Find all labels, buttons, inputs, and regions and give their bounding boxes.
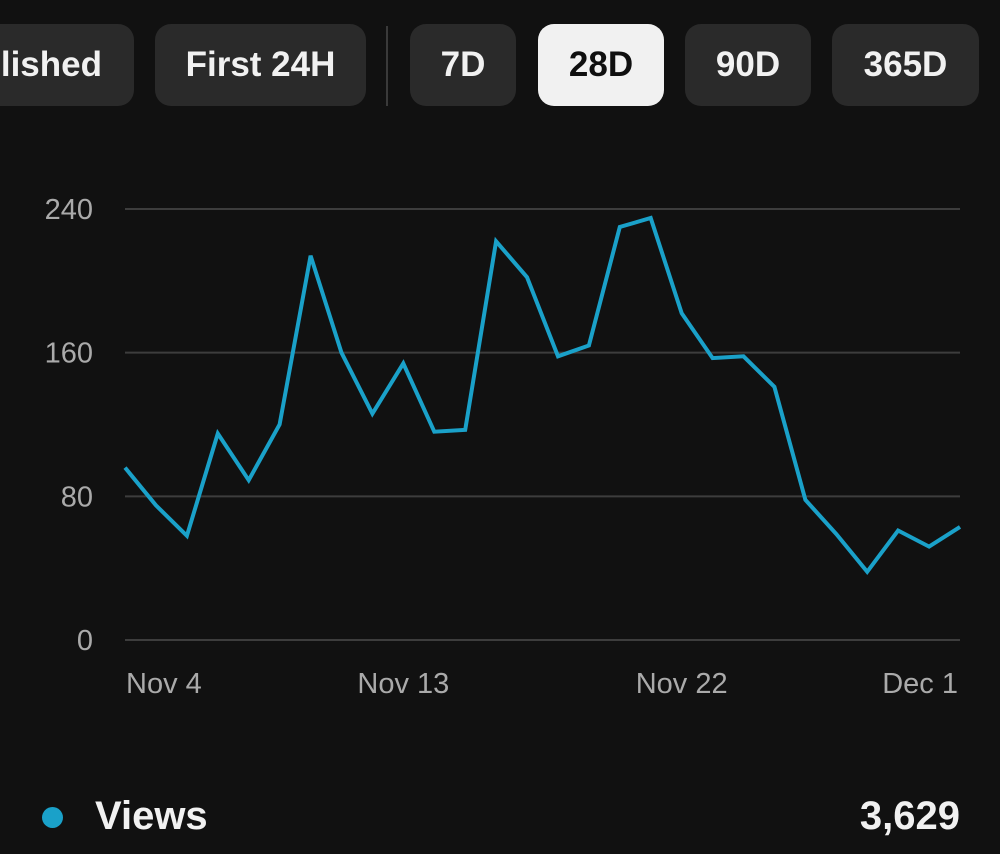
data-point[interactable] bbox=[676, 307, 688, 319]
data-point[interactable] bbox=[150, 499, 162, 511]
data-point[interactable] bbox=[366, 408, 378, 420]
chart-gridlines bbox=[125, 208, 960, 641]
x-tick-label: Nov 13 bbox=[357, 668, 449, 700]
chart-legend: Views 3,629 bbox=[0, 780, 1000, 854]
x-tick-label: Nov 4 bbox=[126, 668, 202, 700]
tab-7d[interactable]: 7D bbox=[410, 24, 516, 106]
data-point[interactable] bbox=[892, 525, 904, 537]
tab-label: 7D bbox=[440, 45, 486, 84]
data-point[interactable] bbox=[459, 424, 471, 436]
data-point[interactable] bbox=[923, 541, 935, 553]
tab-label: 90D bbox=[715, 45, 781, 84]
data-point[interactable] bbox=[521, 271, 533, 283]
tab-label: 365D bbox=[863, 45, 948, 84]
tab-divider bbox=[386, 26, 388, 106]
tab-label: 28D bbox=[568, 45, 634, 84]
data-point[interactable] bbox=[768, 381, 780, 393]
data-point[interactable] bbox=[305, 250, 317, 262]
x-tick-label: Dec 1 bbox=[882, 668, 958, 700]
data-point[interactable] bbox=[274, 419, 286, 431]
data-point[interactable] bbox=[212, 428, 224, 440]
data-point[interactable] bbox=[490, 235, 502, 247]
legend-label: Views bbox=[95, 794, 208, 838]
y-tick-label: 80 bbox=[61, 481, 93, 513]
y-axis-ticks: 240 160 80 0 bbox=[45, 194, 93, 657]
data-point[interactable] bbox=[954, 521, 966, 533]
data-point[interactable] bbox=[614, 221, 626, 233]
tab-365d[interactable]: 365D bbox=[832, 24, 979, 106]
x-tick-label: Nov 22 bbox=[636, 668, 728, 700]
tab-since-published[interactable]: blished bbox=[0, 24, 134, 106]
tab-label: First 24H bbox=[185, 45, 336, 84]
data-point[interactable] bbox=[738, 350, 750, 362]
data-point[interactable] bbox=[336, 347, 348, 359]
data-point[interactable] bbox=[428, 426, 440, 438]
data-point[interactable] bbox=[799, 494, 811, 506]
chart-series bbox=[119, 212, 966, 578]
tab-90d[interactable]: 90D bbox=[685, 24, 811, 106]
data-point[interactable] bbox=[397, 357, 409, 369]
data-point[interactable] bbox=[830, 528, 842, 540]
total-views-value: 3,629 bbox=[859, 794, 960, 838]
x-axis-ticks: Nov 4 Nov 13 Nov 22 Dec 1 bbox=[126, 668, 958, 700]
tab-label: blished bbox=[0, 45, 102, 84]
tab-28d[interactable]: 28D bbox=[538, 24, 664, 106]
data-point[interactable] bbox=[119, 462, 131, 474]
series-color-dot bbox=[42, 807, 63, 828]
data-point[interactable] bbox=[707, 352, 719, 364]
data-point[interactable] bbox=[552, 350, 564, 362]
data-point[interactable] bbox=[181, 530, 193, 542]
y-tick-label: 240 bbox=[45, 194, 93, 226]
data-point[interactable] bbox=[583, 340, 595, 352]
tab-first-24h[interactable]: First 24H bbox=[155, 24, 366, 106]
data-point[interactable] bbox=[645, 212, 657, 224]
data-point[interactable] bbox=[243, 474, 255, 486]
views-line-chart[interactable]: 240 160 80 0 Nov 4 Nov 13 Nov 22 Dec 1 bbox=[0, 150, 1000, 730]
y-tick-label: 0 bbox=[77, 625, 93, 657]
time-range-tab-bar: blished First 24H 7D 28D 90D 365D bbox=[0, 0, 1000, 130]
series-line-views bbox=[123, 215, 962, 576]
y-tick-label: 160 bbox=[45, 338, 93, 370]
data-point[interactable] bbox=[861, 566, 873, 578]
